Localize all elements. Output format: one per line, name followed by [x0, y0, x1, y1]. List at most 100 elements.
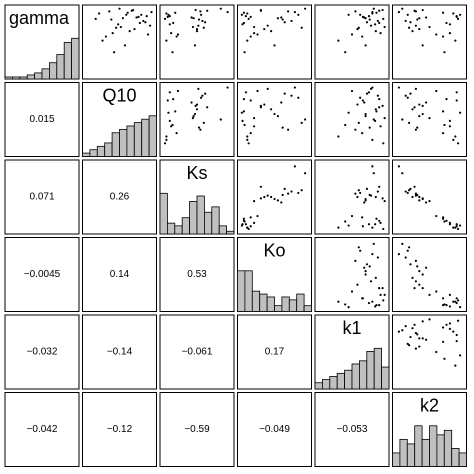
- scatter-point: [108, 10, 111, 13]
- scatter-point: [273, 197, 276, 201]
- scatter-point: [435, 290, 438, 293]
- scatter-point: [456, 299, 460, 302]
- scatter-point: [411, 30, 414, 33]
- scatter-point: [455, 91, 458, 94]
- scatter-point: [381, 104, 384, 107]
- scatter-point: [201, 94, 204, 97]
- scatter-point: [354, 128, 357, 131]
- panel-frame: [392, 159, 467, 235]
- scatter-point: [367, 15, 371, 18]
- scatter-point: [409, 335, 412, 339]
- scatter-point: [404, 256, 407, 259]
- histogram-bar: [226, 230, 235, 235]
- scatter-point: [442, 340, 445, 343]
- scatter-point: [135, 16, 138, 19]
- scatter-point: [418, 283, 421, 286]
- scatter-point: [242, 11, 245, 14]
- scatter-point: [406, 249, 409, 252]
- scatter-point: [197, 87, 200, 90]
- scatter-point: [242, 21, 245, 25]
- scatter-point: [167, 13, 170, 16]
- panel-frame: [82, 237, 157, 312]
- scatter-point: [290, 190, 293, 193]
- variable-name: Ks: [186, 163, 207, 183]
- scatter-point: [344, 123, 347, 127]
- scatter-point: [374, 108, 377, 111]
- scatter-point: [281, 18, 284, 21]
- scatter-point: [290, 19, 293, 23]
- scatter-point: [280, 16, 283, 19]
- scatter-point: [408, 26, 411, 29]
- scatter-point: [361, 216, 364, 219]
- histogram-bar: [26, 74, 36, 80]
- scatter-point: [378, 304, 381, 307]
- histogram-bar: [11, 76, 21, 80]
- scatter-point: [297, 13, 300, 16]
- scatter-point: [369, 280, 373, 283]
- scatter-point: [421, 287, 424, 290]
- scatter-point: [117, 23, 120, 26]
- scatter-point: [199, 96, 203, 99]
- scatter-point: [374, 30, 377, 33]
- scatter-point: [297, 96, 300, 99]
- scatter-point: [276, 17, 279, 20]
- scatter-point: [247, 227, 250, 231]
- panel-frame: [392, 237, 467, 312]
- scatter-point: [411, 276, 414, 279]
- scatter-point: [175, 35, 178, 38]
- histogram-bar: [148, 115, 157, 157]
- histogram-bar: [49, 62, 58, 80]
- panel-frame: [82, 392, 157, 467]
- scatter-point: [364, 270, 367, 273]
- histogram-bar: [63, 41, 72, 80]
- scatter-point: [411, 327, 414, 330]
- scatter-point: [133, 27, 136, 31]
- panel-frame: [159, 237, 235, 312]
- scatter-point: [413, 9, 416, 12]
- scatter-point: [442, 217, 445, 220]
- scatter-point: [226, 86, 229, 89]
- variable-name: gamma: [9, 8, 70, 28]
- scatter-point: [454, 39, 457, 42]
- scatter-point: [414, 24, 417, 27]
- histogram-bar: [218, 225, 227, 235]
- scatter-point: [448, 119, 451, 122]
- scatter-point: [361, 225, 364, 228]
- scatter-point: [283, 92, 286, 95]
- scatter-point: [374, 23, 377, 26]
- scatter-point: [445, 219, 448, 222]
- scatter-point: [356, 103, 359, 106]
- scatter-point: [401, 7, 404, 10]
- scatter-point: [344, 51, 347, 54]
- scatter-point: [137, 15, 140, 18]
- histogram-bar: [281, 296, 290, 312]
- scatter-point: [435, 214, 438, 218]
- panel-frame: [4, 237, 80, 312]
- scatter-point: [408, 246, 411, 249]
- variable-name: Q10: [102, 85, 136, 105]
- scatter-point: [382, 142, 385, 145]
- scatter-point: [448, 305, 451, 308]
- scatter-point: [374, 223, 377, 226]
- panel-frame: [4, 159, 80, 235]
- scatter-point: [361, 297, 364, 300]
- scatter-point: [297, 191, 300, 195]
- scatter-point: [128, 30, 131, 33]
- scatter-point: [374, 276, 377, 279]
- scatter-point: [293, 86, 296, 89]
- scatter-point: [379, 125, 382, 128]
- scatter-point: [416, 193, 419, 197]
- scatter-point: [253, 117, 256, 120]
- scatter-point: [347, 111, 350, 114]
- correlation-label: −0.0045: [24, 269, 61, 280]
- scatter-point: [364, 197, 367, 201]
- scatter-point: [418, 345, 421, 348]
- histogram-bar: [4, 76, 13, 80]
- scatter-point: [190, 16, 193, 19]
- scatter-point: [442, 326, 445, 329]
- scatter-point: [401, 118, 404, 121]
- scatter-point: [425, 338, 428, 341]
- scatter-point: [445, 98, 448, 101]
- scatter-point: [428, 117, 431, 120]
- scatter-point: [354, 10, 357, 13]
